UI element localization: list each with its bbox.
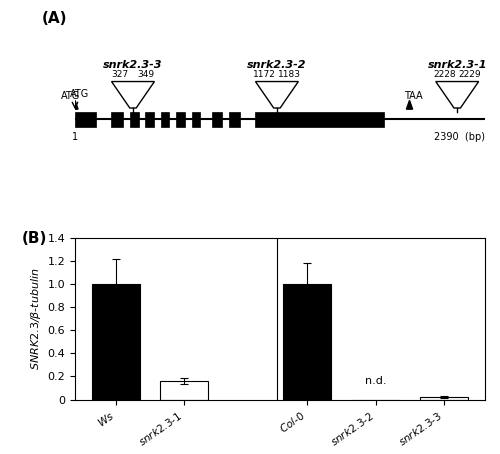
Polygon shape [436, 82, 478, 108]
Bar [111, 112, 123, 127]
Bar [161, 112, 170, 127]
Text: 1183: 1183 [278, 70, 301, 79]
Bar [255, 112, 384, 127]
Text: (B): (B) [22, 232, 47, 247]
Bar [176, 112, 185, 127]
Text: n.d.: n.d. [365, 375, 386, 385]
Bar [146, 112, 154, 127]
Text: (A): (A) [42, 11, 68, 26]
Text: 1: 1 [72, 132, 78, 142]
Text: 2229: 2229 [459, 70, 481, 79]
Bar [75, 112, 96, 127]
Bar [192, 112, 200, 127]
Bar [420, 397, 468, 400]
Bar [230, 112, 239, 127]
Text: snrk2.3-1: snrk2.3-1 [428, 60, 487, 70]
Bar [130, 112, 140, 127]
Text: 349: 349 [138, 70, 154, 79]
Text: 2228: 2228 [433, 70, 456, 79]
Text: ATG: ATG [70, 89, 89, 99]
Bar [160, 381, 208, 400]
Text: 2390  (bp): 2390 (bp) [434, 132, 485, 142]
Text: ATG: ATG [62, 91, 80, 101]
Text: snrk2.3-3: snrk2.3-3 [103, 60, 162, 70]
Text: 1172: 1172 [252, 70, 276, 79]
Bar [92, 284, 140, 400]
Bar [284, 284, 331, 400]
Bar [212, 112, 222, 127]
Text: 327: 327 [112, 70, 128, 79]
Polygon shape [406, 100, 412, 109]
Polygon shape [256, 82, 298, 108]
Y-axis label: $SNRK2.3$/$\beta$-tubulin: $SNRK2.3$/$\beta$-tubulin [30, 267, 44, 370]
Text: TAA: TAA [404, 91, 423, 101]
Polygon shape [112, 82, 154, 108]
Polygon shape [72, 100, 78, 109]
Text: snrk2.3-2: snrk2.3-2 [247, 60, 306, 70]
